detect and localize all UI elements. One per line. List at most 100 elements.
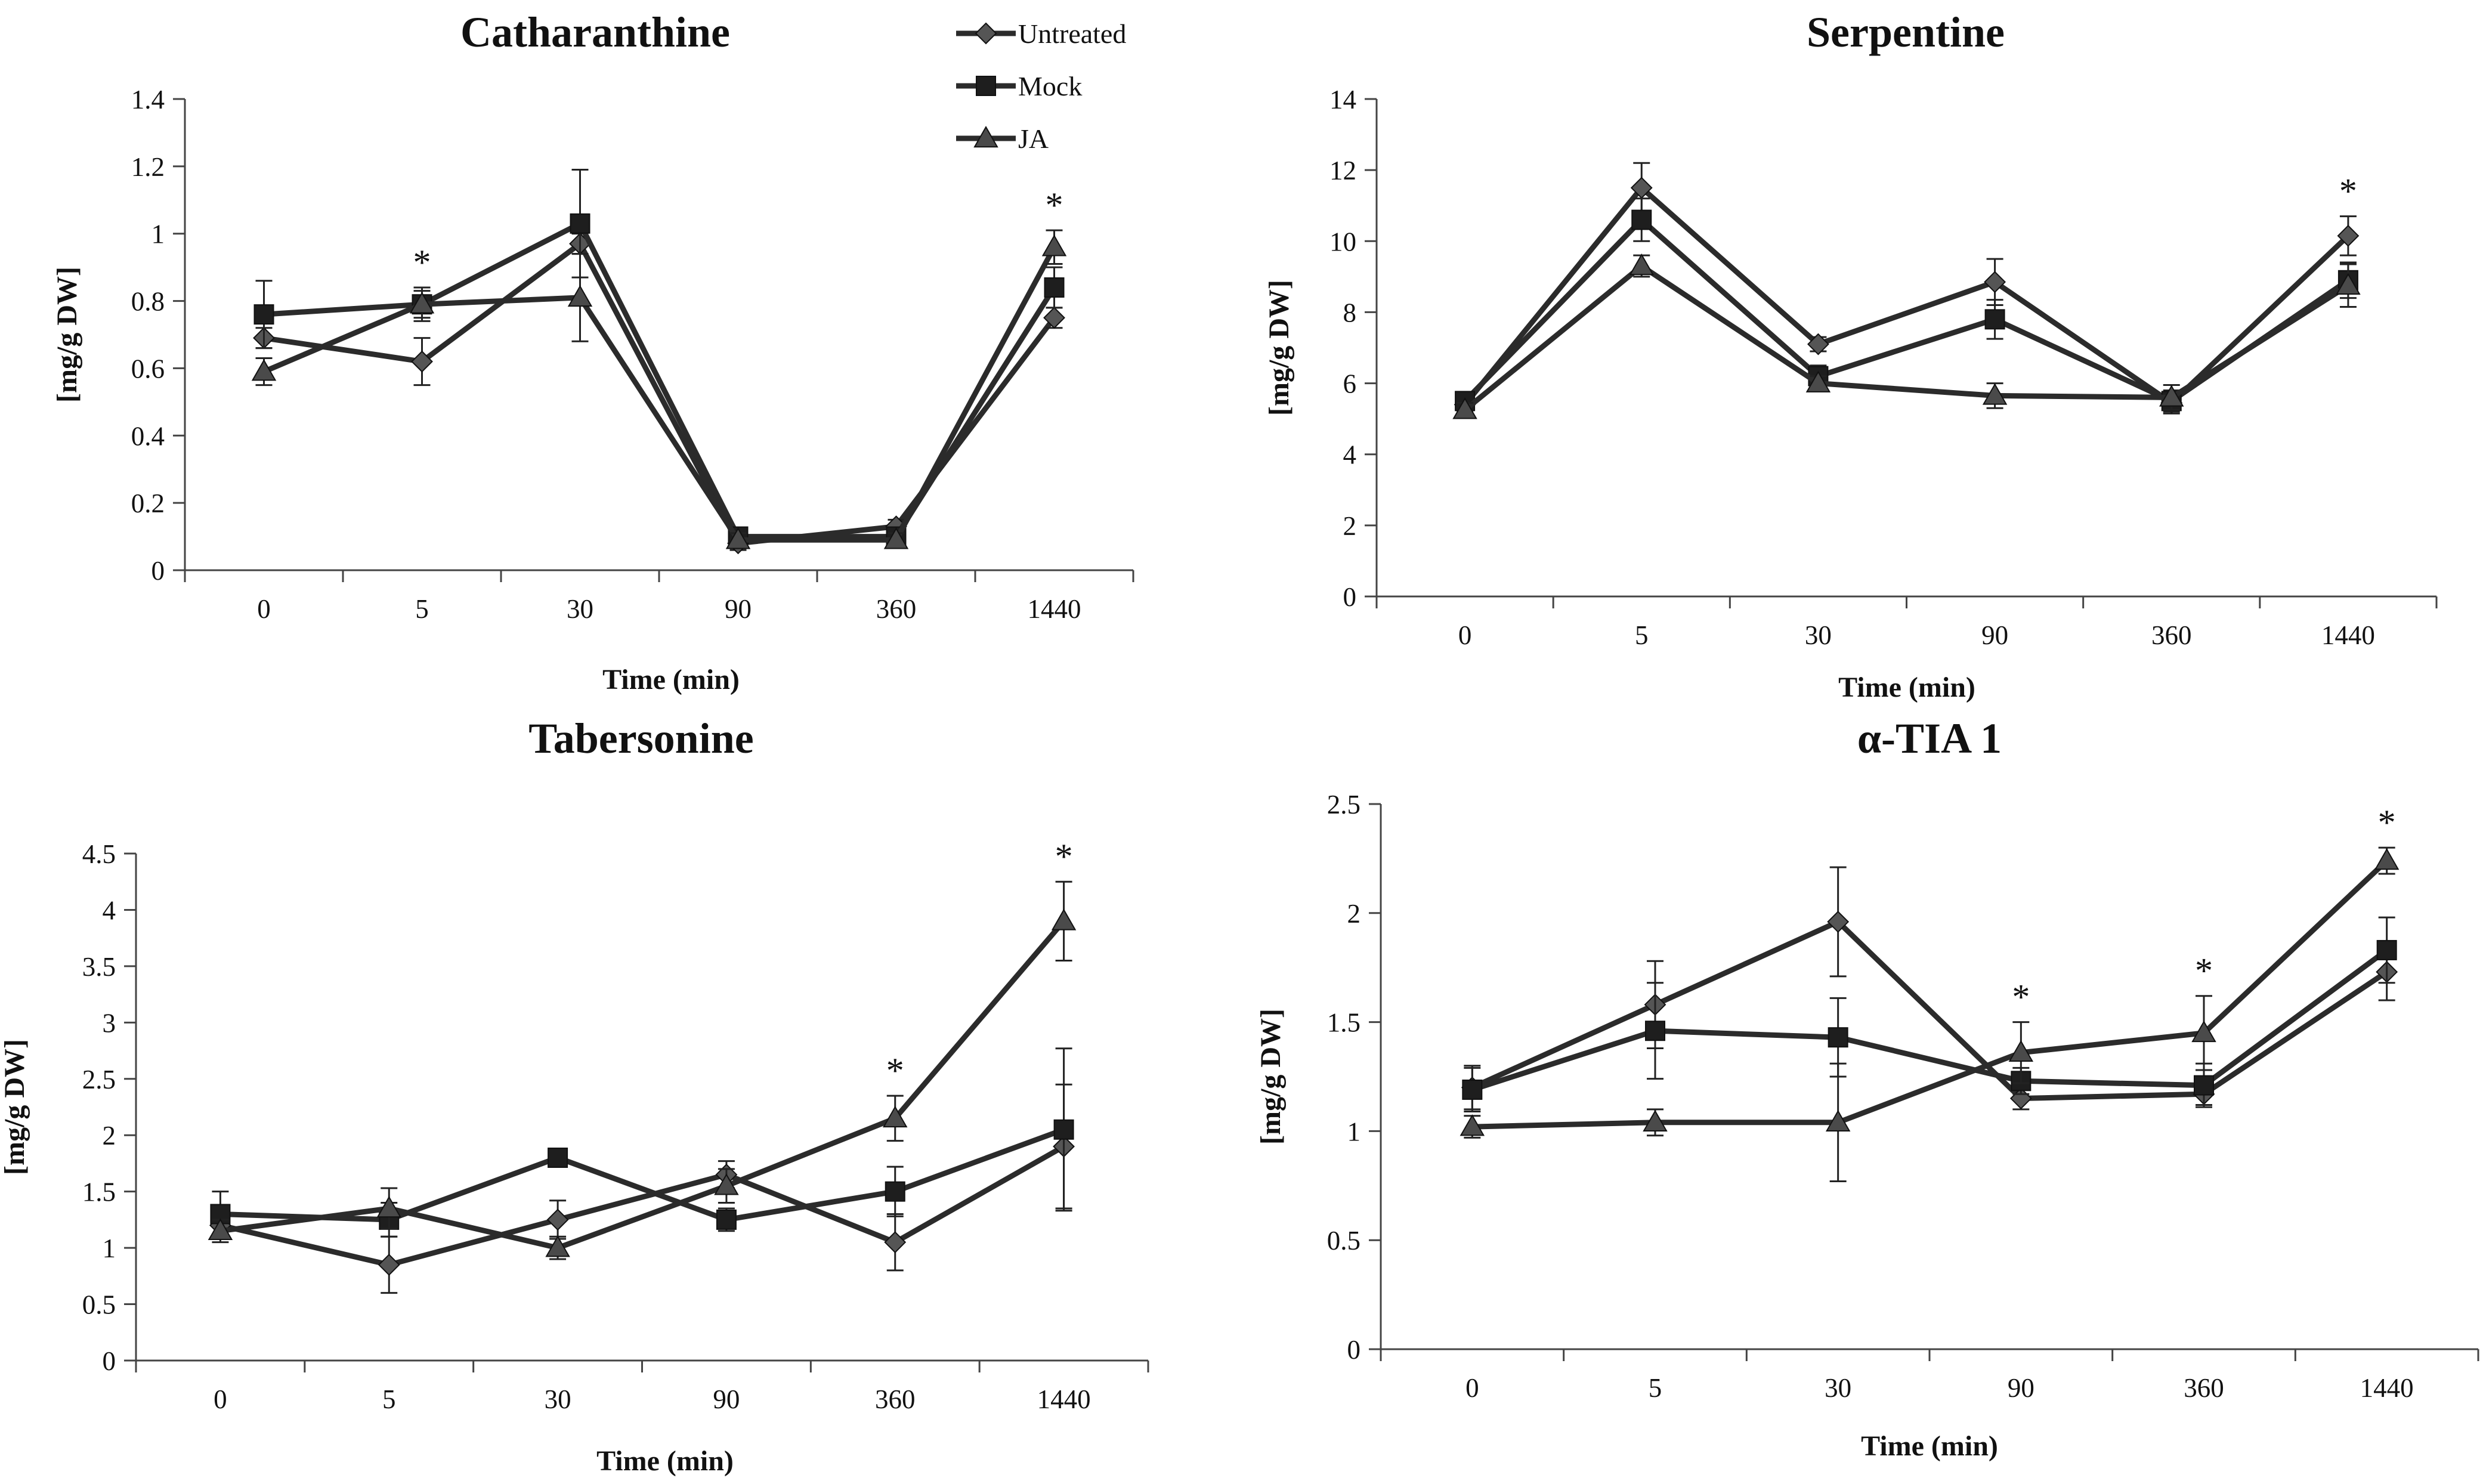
y-tick-label: 2 <box>1347 899 1361 929</box>
y-tick-label: 1 <box>103 1233 116 1263</box>
series-line <box>1471 948 2389 1093</box>
y-tick-label: 1.2 <box>131 152 165 182</box>
series-line <box>262 246 1057 543</box>
y-tick-label: 0.8 <box>131 287 165 317</box>
x-axis-label: Time (min) <box>596 1445 734 1477</box>
chart-panel-4: α-TIA 1 0 0.5 1 1.5 2 2.5 0 5 30 90 360 1440 Time (mi… <box>1255 715 2479 1462</box>
x-tick-label: 30 <box>1825 1373 1851 1403</box>
series-untreated <box>1461 866 2398 1111</box>
significance-star: * <box>1055 837 1073 876</box>
data-point <box>409 292 435 314</box>
x-tick-label: 30 <box>567 594 593 624</box>
data-point <box>2008 1040 2034 1062</box>
chart-title: α-TIA 1 <box>1857 715 2002 762</box>
data-point <box>376 1195 401 1218</box>
y-tick-label: 0.5 <box>1327 1226 1361 1256</box>
x-tick-label: 5 <box>1635 620 1649 650</box>
data-point <box>884 1231 907 1254</box>
series-untreated <box>1454 162 2360 416</box>
series-mock <box>253 169 1065 547</box>
y-tick-label: 10 <box>1329 227 1356 256</box>
legend: Untreated Mock JA <box>956 18 1126 154</box>
series-ja <box>208 880 1077 1260</box>
data-point <box>567 285 593 307</box>
series-line <box>1462 185 2351 407</box>
x-tick-label: 1440 <box>1028 594 1081 624</box>
data-point <box>725 527 751 549</box>
data-point <box>1462 1079 1483 1100</box>
legend-marker-triangle <box>973 125 998 148</box>
x-tick-label: 0 <box>1465 1373 1479 1403</box>
data-point <box>2376 939 2397 960</box>
y-tick-label: 1.5 <box>82 1177 116 1207</box>
y-tick-label: 4 <box>1343 440 1357 470</box>
x-tick-label: 360 <box>2184 1373 2224 1403</box>
chart-panel-1: Catharanthine 0 0.2 0.4 0.6 0.8 1 1.2 1.4 0 5 30 90 3… <box>51 8 1134 695</box>
y-tick-label: 0.5 <box>82 1290 116 1320</box>
data-point <box>1643 1109 1668 1132</box>
data-point <box>1984 271 2006 293</box>
legend-label: Mock <box>1018 71 1082 101</box>
x-tick-label: 1440 <box>2321 620 2375 650</box>
y-tick-label: 1.4 <box>131 85 165 115</box>
y-tick-label: 0 <box>1347 1335 1361 1365</box>
y-tick-label: 0 <box>151 556 165 586</box>
y-axis-label: [mg/g DW] <box>0 1039 30 1175</box>
y-tick-label: 0.2 <box>131 489 165 518</box>
y-tick-label: 1.5 <box>1327 1008 1361 1038</box>
significance-star: * <box>2378 803 2396 842</box>
y-tick-label: 3 <box>103 1008 116 1038</box>
series-mock <box>1462 916 2397 1112</box>
significance-star: * <box>413 243 431 282</box>
data-point <box>2159 385 2184 407</box>
x-axis-label: Time (min) <box>1838 672 1975 703</box>
data-point <box>1044 277 1065 298</box>
x-tick-label: 30 <box>1805 620 1832 650</box>
legend-marker-diamond <box>975 22 997 45</box>
y-tick-label: 12 <box>1329 156 1356 186</box>
data-point <box>1053 1119 1074 1140</box>
y-tick-label: 0 <box>103 1346 116 1376</box>
y-tick-label: 4 <box>103 895 116 925</box>
series-line <box>219 919 1066 1251</box>
y-tick-label: 0 <box>1343 582 1357 612</box>
data-point <box>1828 1027 1848 1048</box>
legend-marker-square <box>976 76 996 96</box>
x-tick-label: 1440 <box>1037 1384 1091 1414</box>
data-point <box>1827 911 1850 933</box>
series-mock <box>210 1047 1074 1238</box>
y-axis-label: [mg/g DW] <box>1255 1009 1287 1145</box>
data-point <box>548 1148 568 1168</box>
y-tick-label: 2 <box>1343 511 1357 541</box>
series-line <box>1472 858 2389 1130</box>
x-axis-label: Time (min) <box>1861 1430 1998 1462</box>
y-tick-label: 2.5 <box>82 1065 116 1095</box>
data-point <box>1051 908 1077 930</box>
chart-title: Tabersonine <box>528 715 753 762</box>
y-tick-label: 3.5 <box>82 952 116 982</box>
data-point <box>1041 234 1067 256</box>
data-point <box>714 1173 739 1195</box>
data-point <box>1982 383 2008 405</box>
y-tick-label: 2.5 <box>1327 790 1361 820</box>
data-point <box>411 350 433 373</box>
chart-panel-2: Serpentine 0 2 4 6 8 10 12 14 0 5 30 90 360 1440 Time (… <box>1263 8 2438 703</box>
significance-star: * <box>2012 978 2030 1017</box>
y-tick-label: 0.6 <box>131 354 165 384</box>
significance-star: * <box>2195 951 2213 991</box>
data-point <box>378 1254 400 1276</box>
y-tick-label: 0.4 <box>131 421 165 451</box>
data-point <box>1807 333 1829 355</box>
data-point <box>253 304 274 325</box>
y-tick-label: 6 <box>1343 369 1357 399</box>
y-tick-label: 4.5 <box>82 839 116 869</box>
data-point <box>545 1235 570 1257</box>
data-point <box>1629 253 1654 276</box>
series-line <box>1471 919 2389 1102</box>
data-point <box>2336 273 2361 295</box>
significance-star: * <box>2339 172 2357 211</box>
y-tick-label: 8 <box>1343 298 1357 327</box>
data-point <box>883 527 909 549</box>
data-point <box>1452 397 1477 419</box>
